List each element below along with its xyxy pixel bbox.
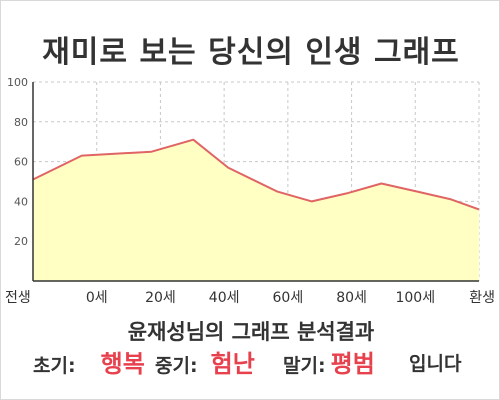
x-tick-label: 40세	[209, 290, 240, 306]
early-label: 초기:	[33, 355, 76, 377]
x-tick-labels: 전생 0세 20세 40세 60세 80세 100세 환생	[5, 290, 495, 306]
life-line-series	[32, 138, 480, 211]
y-tick-label: 40	[14, 195, 28, 208]
mid-label: 중기:	[155, 355, 198, 377]
x-tick-label: 전생	[5, 290, 31, 306]
early-value: 행복	[100, 350, 145, 378]
y-tick-label: 80	[14, 116, 28, 129]
life-area-fill	[33, 139, 479, 281]
y-tick-labels: 20 40 60 80 100	[7, 76, 28, 248]
mid-result: 중기: 험난	[155, 347, 255, 384]
y-tick-label: 60	[14, 156, 28, 169]
late-value: 평범	[330, 350, 375, 378]
analysis-title: 윤재성님의 그래프 분석결과	[127, 320, 375, 344]
x-tick-label: 0세	[86, 290, 108, 306]
x-tick-label: 환생	[469, 290, 495, 306]
late-result: 말기: 평범	[283, 347, 375, 384]
mid-value: 험난	[210, 350, 255, 378]
early-result: 초기: 행복	[33, 347, 145, 384]
result-suffix: 입니다	[409, 353, 462, 375]
y-tick-label: 20	[14, 235, 28, 248]
x-tick-label: 20세	[145, 290, 176, 306]
x-tick-label: 100세	[395, 290, 435, 306]
x-tick-label: 80세	[336, 290, 367, 306]
x-tick-label: 60세	[273, 290, 304, 306]
page-title: 재미로 보는 당신의 인생 그래프	[42, 35, 460, 70]
chart-axes	[32, 82, 479, 282]
y-tick-label: 100	[7, 76, 28, 89]
late-label: 말기:	[283, 355, 326, 377]
